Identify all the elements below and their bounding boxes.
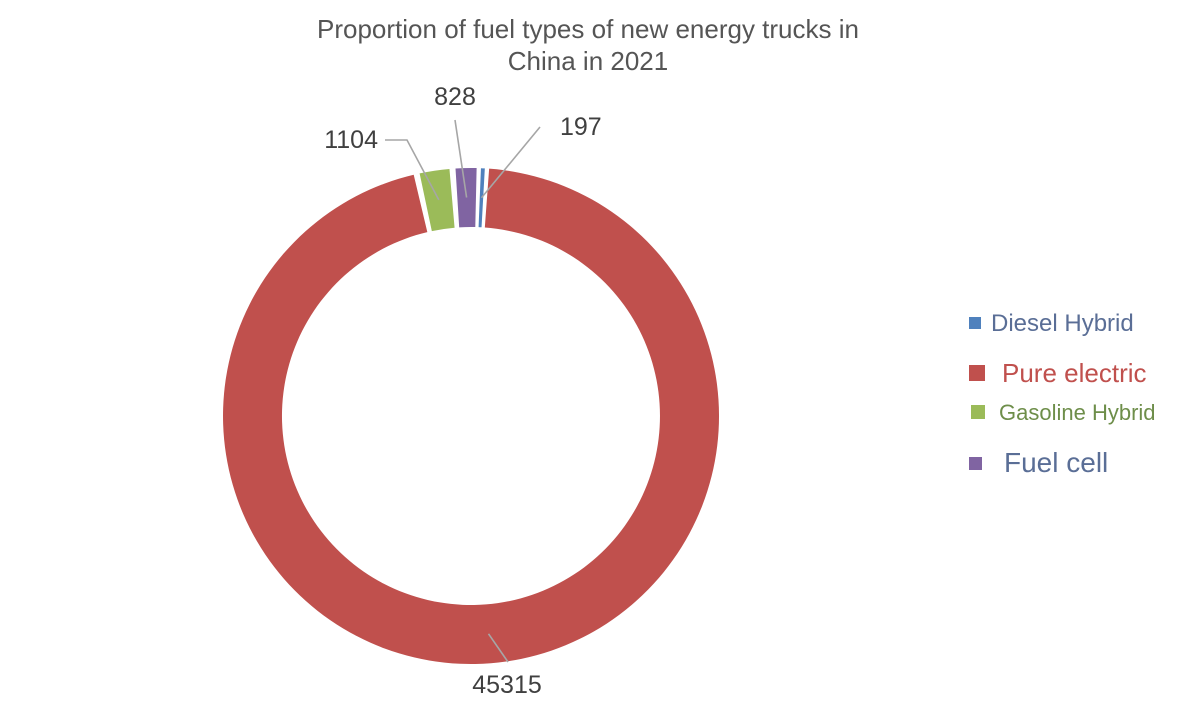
legend: Diesel Hybrid Pure electric Gasoline Hybri… [969, 310, 1156, 478]
slice-gasoline-hybrid [419, 168, 455, 232]
slice-pure-electric [223, 168, 720, 664]
chart-title: Proportion of fuel types of new energy t… [317, 14, 859, 76]
leader-line-pure-electric [487, 633, 509, 663]
legend-swatch-fuel-cell [969, 457, 982, 470]
legend-item-pure-electric: Pure electric [969, 358, 1147, 388]
legend-label-pure-electric: Pure electric [1002, 358, 1147, 388]
leader-line-fuel-cell [454, 119, 468, 198]
chart-title-line-2: China in 2021 [508, 46, 668, 76]
legend-swatch-diesel-hybrid [969, 317, 981, 329]
legend-swatch-gasoline-hybrid [971, 405, 985, 419]
legend-label-fuel-cell: Fuel cell [1004, 447, 1108, 478]
legend-item-fuel-cell: Fuel cell [969, 447, 1108, 478]
legend-swatch-pure-electric [969, 365, 985, 381]
donut-slices [223, 167, 720, 664]
legend-label-gasoline-hybrid: Gasoline Hybrid [999, 400, 1156, 425]
data-label-gasoline-hybrid: 1104 [324, 126, 378, 154]
legend-label-diesel-hybrid: Diesel Hybrid [991, 310, 1134, 337]
data-label-fuel-cell: 828 [434, 83, 476, 111]
leader-line-gasoline-hybrid [385, 139, 440, 201]
leader-lines [385, 119, 541, 663]
legend-item-diesel-hybrid: Diesel Hybrid [969, 310, 1134, 337]
chart-title-line-1: Proportion of fuel types of new energy t… [317, 14, 859, 44]
data-labels: 197 45315 1104 828 [324, 83, 601, 699]
slice-fuel-cell [455, 167, 477, 228]
legend-item-gasoline-hybrid: Gasoline Hybrid [971, 400, 1156, 425]
data-label-pure-electric: 45315 [472, 671, 542, 699]
leader-line-diesel-hybrid [480, 126, 541, 199]
data-label-diesel-hybrid: 197 [560, 113, 602, 141]
